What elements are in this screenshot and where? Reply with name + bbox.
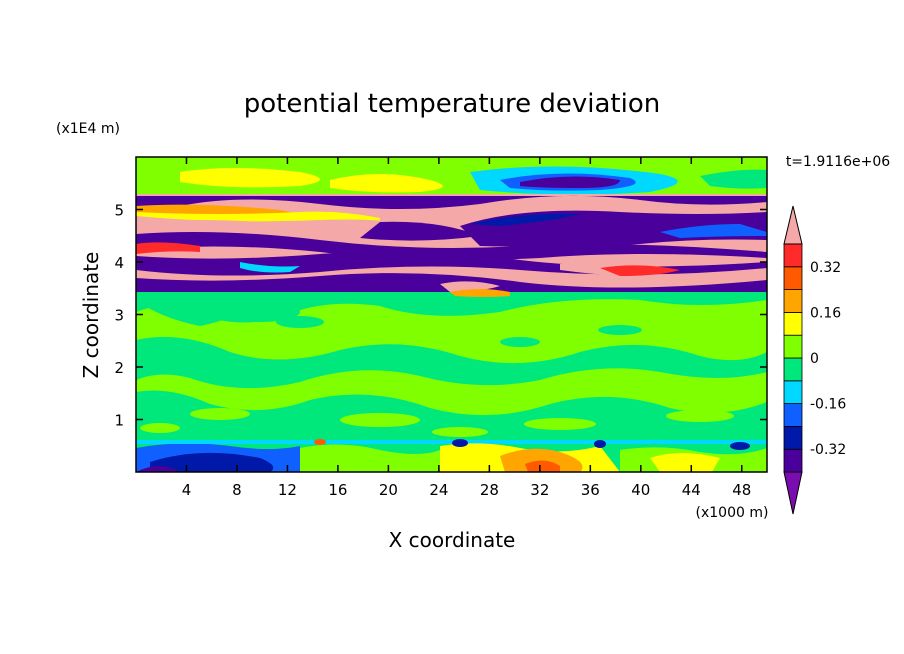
x-axis-label: X coordinate [389, 528, 516, 552]
colorbar-swatch [783, 311, 803, 336]
colorbar-label: 0.32 [810, 260, 841, 276]
colorbar-swatch [783, 403, 803, 427]
colorbar [783, 205, 803, 515]
mid-layer-green-islands [140, 408, 734, 437]
y-tick-label: 5 [114, 202, 124, 220]
x-tick-label: 44 [682, 481, 701, 499]
colorbar-swatch [783, 289, 803, 313]
y-tick-label: 4 [114, 254, 124, 272]
x-unit-label: (x1000 m) [696, 505, 769, 521]
x-tick-label: 48 [732, 481, 751, 499]
y-tick-label: 2 [114, 359, 124, 377]
x-tick-label: 28 [480, 481, 499, 499]
y-tick-label: 1 [114, 412, 124, 430]
x-axis: 4 8 12 16 20 24 28 32 36 40 44 48 [182, 157, 751, 499]
x-tick-label: 40 [631, 481, 650, 499]
y-axis: 1 2 3 4 5 [114, 202, 767, 430]
x-tick-label: 20 [379, 481, 398, 499]
x-tick-label: 16 [328, 481, 347, 499]
x-tick-label: 36 [581, 481, 600, 499]
colorbar-label: 0 [810, 351, 819, 367]
colorbar-swatch [783, 425, 803, 450]
colorbar-label: -0.32 [810, 442, 846, 458]
colorbar-extend-high [783, 205, 803, 245]
x-tick-label: 24 [429, 481, 448, 499]
colorbar-swatch [783, 334, 803, 359]
chart-title: potential temperature deviation [244, 89, 660, 119]
colorbar-extend-low [783, 471, 803, 515]
surface-layer-field [136, 439, 767, 472]
plot-area [136, 157, 767, 472]
colorbar-swatch [783, 448, 803, 473]
time-label: t=1.9116e+06 [786, 154, 890, 170]
colorbar-swatch [783, 266, 803, 290]
colorbar-swatch [783, 380, 803, 404]
x-tick-label: 4 [182, 481, 192, 499]
mid-layer-scattered-patches [136, 316, 642, 370]
y-tick-label: 3 [114, 307, 124, 325]
x-tick-label: 8 [232, 481, 242, 499]
x-tick-label: 12 [278, 481, 297, 499]
y-axis-label: Z coordinate [79, 252, 103, 379]
x-tick-label: 32 [530, 481, 549, 499]
upper-layer-field [136, 157, 767, 297]
colorbar-label: -0.16 [810, 397, 846, 413]
colorbar-label: 0.16 [810, 305, 841, 321]
mid-layer-patches [136, 292, 767, 440]
colorbar-swatch [783, 243, 803, 268]
y-unit-label: (x1E4 m) [56, 121, 120, 137]
colorbar-swatch [783, 357, 803, 382]
colorbar-labels: 0.32 0.16 0 -0.16 -0.32 [810, 260, 846, 458]
